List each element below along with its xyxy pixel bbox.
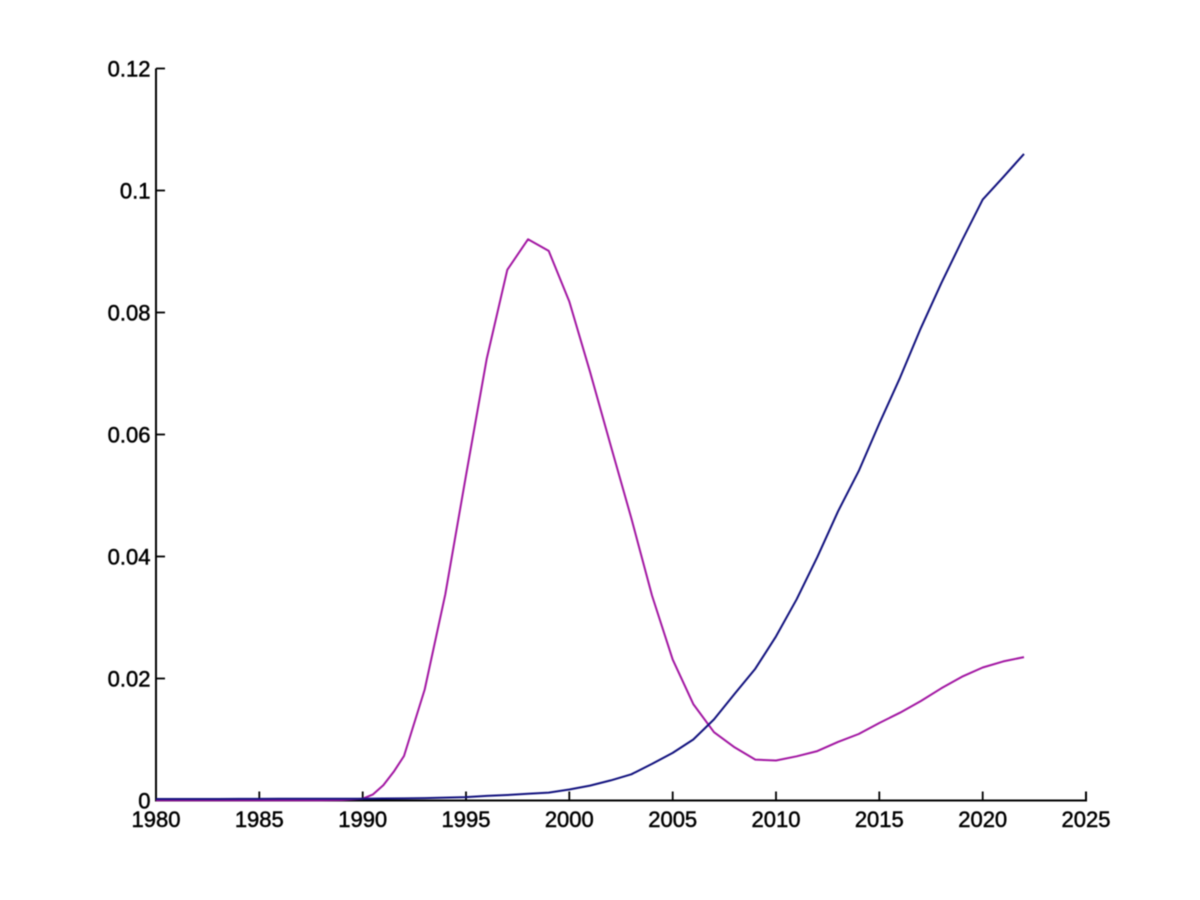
svg-text:1985: 1985 bbox=[235, 807, 284, 832]
svg-text:1990: 1990 bbox=[338, 807, 387, 832]
svg-text:0.02: 0.02 bbox=[108, 666, 151, 691]
svg-text:2015: 2015 bbox=[855, 807, 904, 832]
svg-text:0.08: 0.08 bbox=[108, 300, 151, 325]
svg-text:2020: 2020 bbox=[958, 807, 1007, 832]
svg-text:0.06: 0.06 bbox=[108, 422, 151, 447]
svg-text:2000: 2000 bbox=[545, 807, 594, 832]
svg-text:1995: 1995 bbox=[442, 807, 491, 832]
svg-text:0.04: 0.04 bbox=[108, 544, 151, 569]
svg-text:2025: 2025 bbox=[1062, 807, 1111, 832]
svg-text:1980: 1980 bbox=[132, 807, 181, 832]
svg-text:2005: 2005 bbox=[648, 807, 697, 832]
svg-text:0.1: 0.1 bbox=[120, 178, 151, 203]
svg-text:2010: 2010 bbox=[752, 807, 801, 832]
svg-text:0: 0 bbox=[138, 788, 150, 813]
svg-text:0.12: 0.12 bbox=[108, 56, 151, 81]
